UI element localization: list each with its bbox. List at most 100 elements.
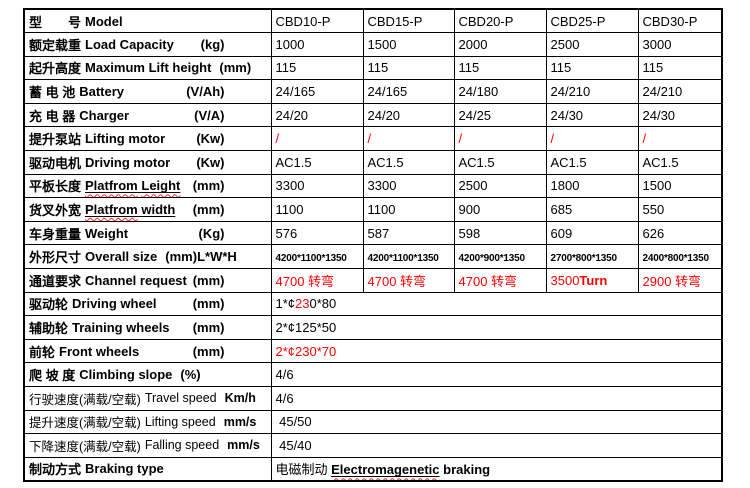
- value-battery-col5: 24/210: [637, 79, 723, 104]
- label-zh: 下降速度(满载/空载): [29, 439, 141, 454]
- value-segment: 598: [458, 225, 481, 241]
- value-charger-col2: 24/20: [362, 102, 455, 128]
- value-segment: 2*¢230*70: [275, 343, 337, 359]
- label-unit: (mm): [192, 272, 225, 288]
- value-charger-col4: 24/30: [545, 102, 639, 128]
- row-label-line: 前轮 Front wheels (mm): [29, 342, 267, 361]
- value-segment: 4200*1100*1350: [275, 253, 347, 265]
- value-platform-width-col4: 685: [545, 197, 639, 222]
- label-en: Travel speed: [145, 391, 217, 405]
- row-label-line: 车身重量 Weight (Kg): [29, 224, 267, 243]
- row-label-line: 制动方式 Braking type: [29, 459, 267, 478]
- value-segment-underline: Electromagenetic: [331, 462, 439, 477]
- value-segment: 115: [642, 60, 664, 76]
- value-channel-request-col3: 4700 转弯: [453, 268, 547, 293]
- value-overall-size-col4: 2700*800*1350: [545, 244, 639, 270]
- value-max-lift-height-col5: 115: [637, 55, 723, 81]
- row-label-line: 外形尺寸 Overall size (mm)L*W*H: [29, 247, 267, 266]
- value-segment: 4/6: [275, 367, 294, 383]
- value-segment: 23: [295, 296, 310, 312]
- value-overall-size-col2: 4200*1100*1350: [362, 244, 455, 270]
- value-driving-motor-col3: AC1.5: [453, 150, 547, 175]
- label-en-segment: Platfrom: [85, 202, 138, 218]
- label-en-segment: Platfrom: [85, 178, 138, 194]
- row-label-line: 驱动电机 Driving motor (Kw): [29, 153, 267, 172]
- value-segment: 2000: [458, 36, 488, 52]
- label-zh: 外形尺寸: [29, 250, 82, 266]
- value-segment: 45/50: [275, 414, 312, 430]
- table-row-front-wheels: 前轮 Front wheels (mm) 2*¢230*70: [23, 338, 723, 364]
- value-segment: 115: [550, 60, 572, 76]
- value-segment: AC1.5: [367, 154, 404, 170]
- row-label-channel-request: 通道要求 Channel request (mm): [23, 268, 272, 293]
- value-segment: 1100: [367, 202, 396, 218]
- value-platform-length-col3: 2500: [453, 173, 547, 199]
- value-driving-wheel: 1*¢230*80: [270, 291, 723, 317]
- label-en: Climbing slope: [79, 367, 172, 382]
- row-label-line: 充 电 器 Charger (V/A): [29, 106, 267, 125]
- label-unit: (mm): [192, 343, 225, 359]
- value-segment: 0*80: [309, 296, 337, 312]
- row-label-model: 型 号 Model: [23, 8, 272, 34]
- value-platform-length-col4: 1800: [545, 173, 639, 199]
- value-segment: 24/30: [642, 107, 676, 123]
- value-segment: 24/25: [458, 107, 492, 123]
- label-en-segment: Training wheels: [72, 320, 170, 336]
- value-segment: 1100: [275, 202, 304, 218]
- label-zh: 驱动电机: [29, 155, 82, 171]
- value-segment: 115: [458, 60, 480, 76]
- row-label-driving-motor: 驱动电机 Driving motor (Kw): [23, 150, 272, 175]
- value-platform-width-col1: 1100: [270, 197, 364, 222]
- table-row-travel-speed: 行驶速度(满载/空载) Travel speed Km/h 4/6: [23, 386, 723, 411]
- value-segment: 4700 转弯: [275, 273, 335, 289]
- value-segment: 3500: [550, 272, 580, 288]
- label-zh: 充 电 器: [29, 108, 76, 124]
- value-training-wheels: 2*¢125*50: [270, 315, 723, 340]
- value-battery-col4: 24/210: [545, 79, 639, 104]
- row-label-front-wheels: 前轮 Front wheels (mm): [23, 338, 272, 364]
- label-unit: (Kw): [196, 131, 225, 147]
- table-row-weight: 车身重量 Weight (Kg) 576 587 598 609 626: [23, 220, 723, 246]
- label-zh: 蓄 电 池: [29, 85, 76, 101]
- value-overall-size-col1: 4200*1100*1350: [270, 244, 364, 270]
- value-segment: /: [642, 131, 647, 147]
- label-unit: (V/Ah): [186, 84, 225, 100]
- value-segment: 1000: [275, 36, 305, 52]
- value-battery-col3: 24/180: [453, 79, 547, 104]
- value-segment: 685: [550, 202, 573, 218]
- row-label-braking-type: 制动方式 Braking type: [23, 456, 272, 482]
- label-en: Lifting speed: [145, 415, 216, 429]
- value-platform-width-col3: 900: [453, 197, 547, 222]
- value-lifting-motor-col5: /: [637, 126, 723, 152]
- value-lifting-motor-col4: /: [545, 126, 639, 152]
- label-en-segment: Overall size: [85, 249, 158, 265]
- label-zh: 车身重量: [29, 226, 82, 242]
- value-segment: /: [275, 131, 280, 147]
- row-label-max-lift-height: 起升高度 Maximum Lift height (mm): [23, 55, 272, 81]
- row-label-overall-size: 外形尺寸 Overall size (mm)L*W*H: [23, 244, 272, 270]
- value-channel-request-col2: 4700 转弯: [362, 268, 455, 293]
- table-row-channel-request: 通道要求 Channel request (mm) 4700 转弯 4700 转弯 470…: [23, 268, 723, 293]
- row-label-driving-wheel: 驱动轮 Driving wheel (mm): [23, 291, 272, 317]
- value-max-lift-height-col2: 115: [362, 55, 455, 81]
- label-zh: 制动方式: [29, 462, 82, 478]
- spec-table: 型 号 Model CBD10-P CBD15-P CBD20-P CBD25-P CBD3…: [23, 8, 723, 482]
- label-unit: (kg): [200, 36, 225, 52]
- value-front-wheels: 2*¢230*70: [270, 338, 723, 364]
- label-zh: 型 号: [29, 14, 82, 30]
- row-label-lifting-motor: 提升泵站 Lifting motor (Kw): [23, 126, 272, 152]
- value-segment: 24/180: [458, 84, 499, 100]
- value-segment: 4/6: [275, 390, 294, 406]
- table-row-falling-speed: 下降速度(满载/空载) Falling speed mm/s 45/40: [23, 433, 723, 458]
- row-label-line: 行驶速度(满载/空载) Travel speed Km/h: [29, 389, 267, 408]
- label-unit: (mm): [192, 296, 225, 312]
- label-en-segment: Weight: [85, 225, 129, 241]
- label-en-segment: Channel request: [85, 272, 187, 288]
- value-segment: 550: [642, 202, 665, 218]
- value-segment: braking: [443, 462, 491, 478]
- table-row-overall-size: 外形尺寸 Overall size (mm)L*W*H 4200*1100*1350 4…: [23, 244, 723, 270]
- value-load-capacity-col5: 3000: [637, 32, 723, 57]
- label-en-segment-underline: width: [138, 202, 175, 217]
- value-load-capacity-col2: 1500: [362, 32, 455, 57]
- value-weight-col3: 598: [453, 220, 547, 246]
